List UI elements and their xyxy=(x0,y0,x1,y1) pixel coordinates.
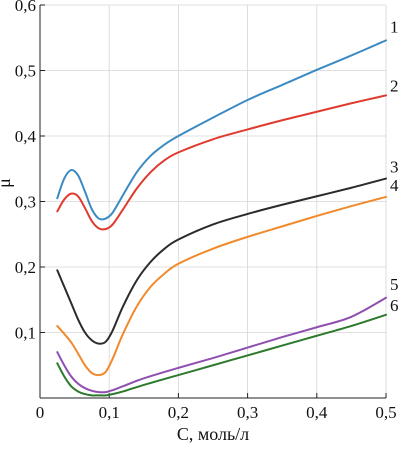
series-label-4: 4 xyxy=(390,176,399,195)
series-label-2: 2 xyxy=(390,76,399,95)
series-line-4 xyxy=(56,195,387,377)
series-lines xyxy=(56,39,387,397)
series-label-1: 1 xyxy=(390,17,399,36)
ticks: 0 0,1 0,2 0,3 0,4 0,5 0,1 0,2 0,3 0,4 0,5 0,6 xyxy=(15,0,397,422)
y-tick-label: 0,1 xyxy=(15,324,36,343)
series-line-5 xyxy=(56,296,387,394)
y-tick-label: 0,6 xyxy=(15,0,36,15)
x-tick-label: 0,2 xyxy=(168,403,189,422)
y-tick-label: 0,2 xyxy=(15,258,36,277)
x-tick-label: 0,4 xyxy=(306,403,328,422)
series-line-1 xyxy=(56,39,387,221)
series-line-3 xyxy=(56,177,387,345)
x-axis-title: C, моль/л xyxy=(177,424,249,444)
x-tick-label: 0,1 xyxy=(99,403,120,422)
y-tick-label: 0,3 xyxy=(15,193,36,212)
series-line-2 xyxy=(56,94,387,231)
y-axis-title: μ xyxy=(0,178,14,188)
x-tick-label: 0,3 xyxy=(237,403,258,422)
y-tick-label: 0,4 xyxy=(15,127,37,146)
series-labels: 1 2 34 5 6 xyxy=(390,17,399,314)
x-tick-label: 0 xyxy=(36,403,45,422)
grid xyxy=(40,4,387,398)
x-tick-label: 0,5 xyxy=(375,403,396,422)
y-tick-label: 0,5 xyxy=(15,62,36,81)
series-label-5: 5 xyxy=(390,275,399,294)
series-label-3: 3 xyxy=(390,158,399,177)
series-label-6: 6 xyxy=(390,296,399,315)
series-line-6 xyxy=(56,313,387,397)
